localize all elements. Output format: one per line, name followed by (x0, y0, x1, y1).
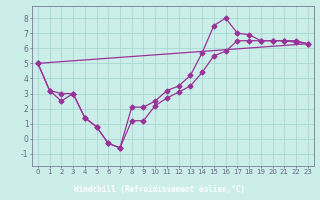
Text: Windchill (Refroidissement éolien,°C): Windchill (Refroidissement éolien,°C) (75, 185, 245, 194)
